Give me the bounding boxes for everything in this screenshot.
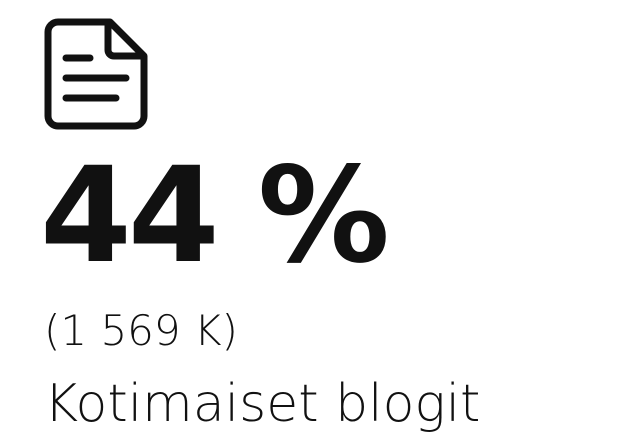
percent: 44 % <box>40 139 390 293</box>
document-icon <box>44 18 148 130</box>
count: (1 569 K) <box>44 306 238 355</box>
label: Kotimaiset blogit <box>44 374 481 434</box>
